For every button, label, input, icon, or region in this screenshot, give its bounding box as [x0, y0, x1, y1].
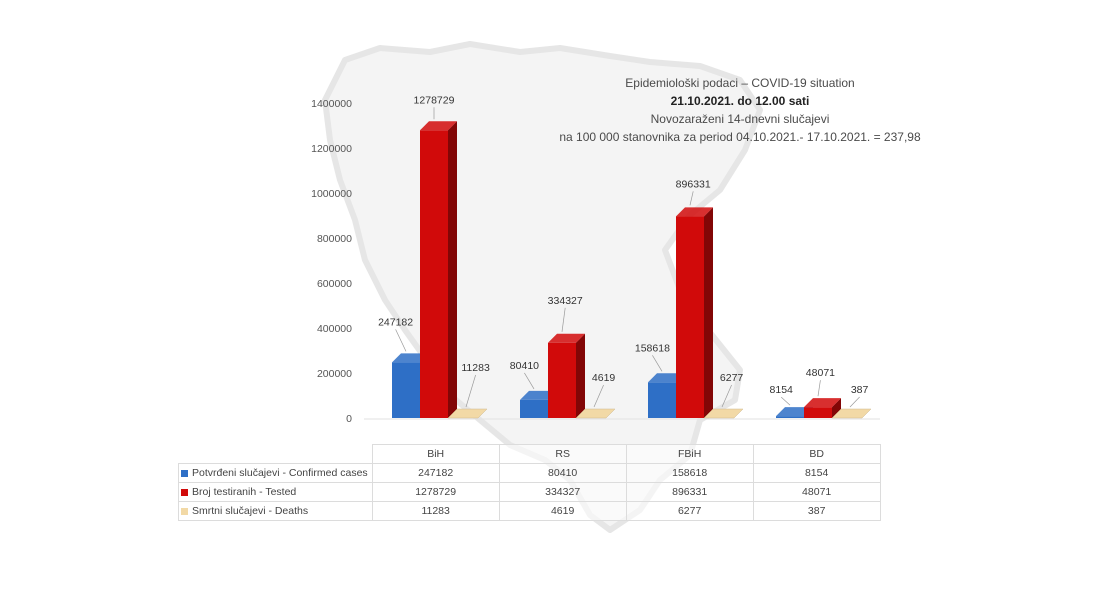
- y-tick-label: 1200000: [311, 143, 352, 155]
- bar-top-tested: [676, 207, 713, 217]
- bar-side-tested: [704, 207, 713, 418]
- table-row-confirmed: Potvrđeni slučajevi - Confirmed cases 24…: [178, 463, 881, 483]
- legend-label-tested: Broj testiranih - Tested: [192, 486, 297, 498]
- bar-top-confirmed: [520, 390, 557, 400]
- table-cell: 896331: [625, 482, 754, 502]
- data-label-leader: [780, 396, 791, 406]
- legend-swatch-deaths: [181, 507, 188, 515]
- data-label: 896331: [676, 178, 711, 190]
- legend-swatch-confirmed: [181, 469, 188, 477]
- bar-front-confirmed: [776, 416, 804, 418]
- table-row-label: Broj testiranih - Tested: [178, 482, 373, 502]
- bar-front-tested: [548, 342, 576, 418]
- bar-front-tested: [676, 216, 704, 418]
- bar-top-tested: [420, 121, 457, 131]
- table-header-cell: BiH: [371, 444, 500, 464]
- table-cell: 4619: [498, 501, 627, 521]
- data-label: 8154: [770, 384, 794, 396]
- data-label-leader: [395, 329, 407, 352]
- data-label: 4619: [592, 372, 616, 384]
- table-row-label: Smrtni slučajevi - Deaths: [178, 501, 373, 521]
- data-label-leader: [689, 191, 694, 206]
- y-tick-label: 1400000: [311, 98, 352, 110]
- bar-deaths: [447, 408, 488, 419]
- table-corner: [179, 445, 373, 464]
- data-label: 387: [851, 384, 869, 396]
- y-tick-label: 800000: [317, 233, 352, 245]
- table-cell: 334327: [498, 482, 627, 502]
- legend-swatch-tested: [181, 488, 188, 496]
- bar-front-tested: [420, 130, 448, 418]
- table-row-deaths: Smrtni slučajevi - Deaths 11283 4619 627…: [178, 501, 881, 521]
- title-line-1: Epidemiološki podaci – COVID-19 situatio…: [625, 76, 855, 90]
- title-line-3: Novozaraženi 14-dnevni slučajevi: [650, 112, 830, 126]
- bar-top-confirmed: [776, 407, 813, 417]
- bar-deaths: [703, 408, 744, 419]
- bar-front-confirmed: [392, 362, 420, 418]
- bar-top-confirmed: [648, 373, 685, 383]
- table-cell: 6277: [625, 501, 754, 521]
- data-label: 1278729: [414, 94, 455, 106]
- data-label: 11283: [461, 362, 490, 374]
- data-label-leader: [465, 374, 476, 408]
- data-label-leader: [817, 380, 821, 397]
- bar-deaths: [831, 408, 872, 419]
- y-tick-label: 400000: [317, 323, 352, 335]
- bar-front-confirmed: [648, 382, 676, 418]
- y-tick-label: 0: [346, 413, 352, 425]
- table-cell: 8154: [752, 463, 881, 483]
- data-label: 48071: [806, 367, 835, 379]
- legend-label-confirmed: Potvrđeni slučajevi - Confirmed cases: [192, 467, 368, 479]
- data-label-leader: [524, 372, 535, 390]
- title-line-2: 21.10.2021. do 12.00 sati: [670, 94, 810, 108]
- data-label: 6277: [720, 372, 744, 384]
- table-cell: 1278729: [371, 482, 500, 502]
- bar-deaths: [575, 408, 616, 419]
- table-row-label: Potvrđeni slučajevi - Confirmed cases: [178, 463, 373, 483]
- bar-top-confirmed: [392, 353, 429, 363]
- y-tick-label: 1000000: [311, 188, 352, 200]
- data-label: 80410: [510, 360, 539, 372]
- chart-title: Epidemiološki podaci – COVID-19 situatio…: [520, 74, 960, 146]
- data-label-leader: [849, 396, 860, 408]
- table-cell: 80410: [498, 463, 627, 483]
- data-label: 247182: [378, 316, 413, 328]
- data-label-leader: [561, 307, 566, 332]
- table-header-cell: BD: [752, 444, 881, 464]
- bar-front-tested: [804, 407, 832, 418]
- bar-top-tested: [548, 333, 585, 343]
- table-cell: 387: [752, 501, 881, 521]
- y-tick-label: 200000: [317, 368, 352, 380]
- table-cell: 158618: [625, 463, 754, 483]
- data-label-leader: [721, 384, 732, 408]
- table-header-row: BiH RS FBiH BD: [179, 444, 881, 464]
- data-label-leader: [652, 355, 663, 372]
- table-row-tested: Broj testiranih - Tested 1278729 334327 …: [178, 482, 881, 502]
- bar-top-tested: [804, 398, 841, 408]
- table-header-cell: FBiH: [625, 444, 754, 464]
- title-line-4: na 100 000 stanovnika za period 04.10.20…: [559, 130, 921, 144]
- bar-side-tested: [576, 333, 585, 418]
- table-cell: 247182: [371, 463, 500, 483]
- data-table: BiH RS FBiH BD Potvrđeni slučajevi - Con…: [178, 444, 881, 521]
- table-cell: 48071: [752, 482, 881, 502]
- table-cell: 11283: [371, 501, 500, 521]
- legend-label-deaths: Smrtni slučajevi - Deaths: [192, 505, 309, 517]
- bar-front-confirmed: [520, 399, 548, 418]
- data-label-leader: [593, 384, 604, 408]
- y-tick-label: 600000: [317, 278, 352, 290]
- bar-side-tested: [448, 121, 457, 418]
- data-label: 334327: [548, 295, 583, 307]
- table-header-cell: RS: [498, 444, 627, 464]
- data-label: 158618: [635, 342, 670, 354]
- bar-side-tested: [832, 398, 841, 418]
